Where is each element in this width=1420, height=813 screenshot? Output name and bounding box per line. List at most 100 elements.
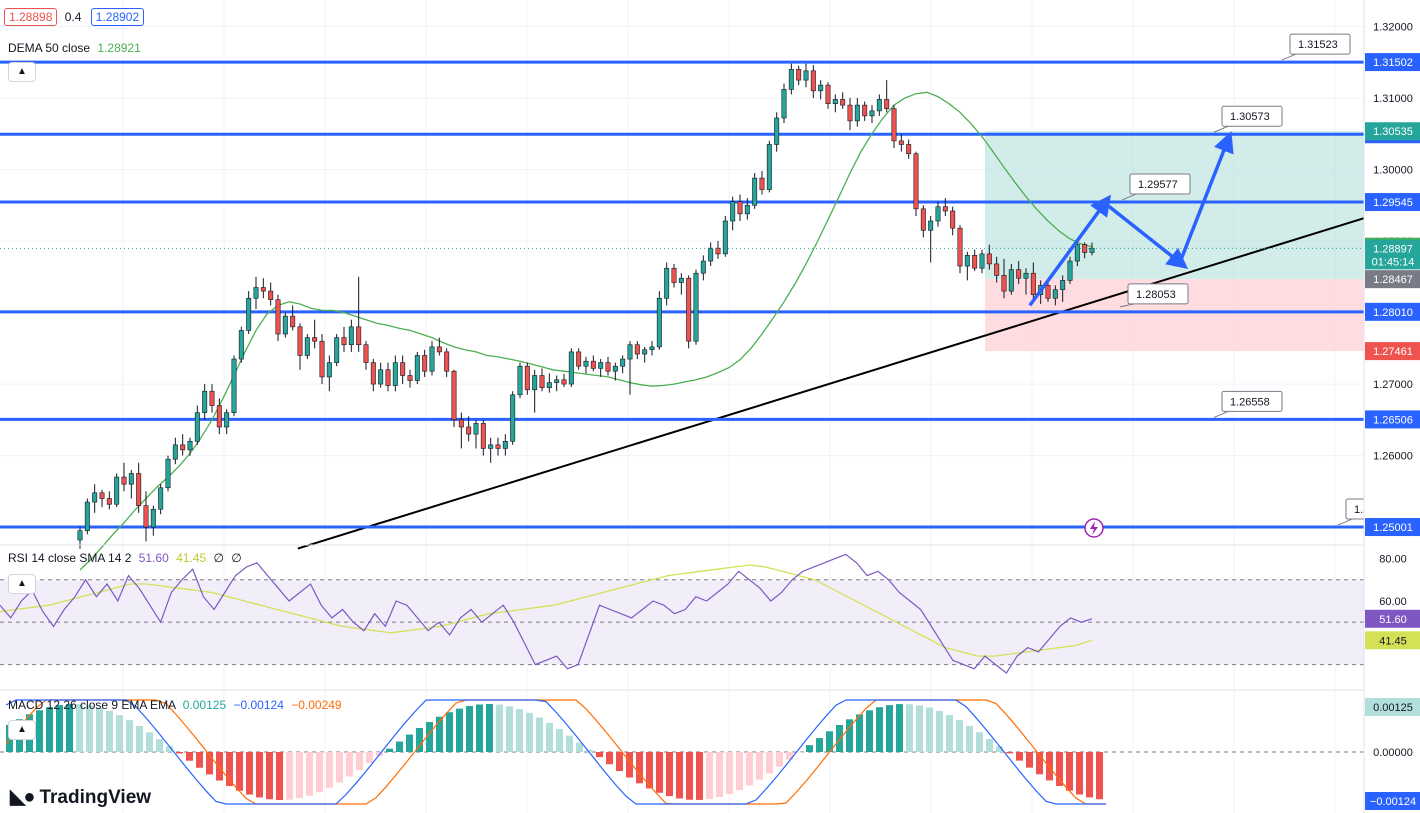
level-callout[interactable]: 1.31523: [1281, 33, 1351, 61]
callout-box: [1221, 105, 1283, 127]
candle: [341, 337, 347, 346]
candle: [414, 355, 420, 381]
level-axis-label: 1.26506: [1373, 414, 1413, 426]
brand-logo[interactable]: ◣● TradingView: [10, 784, 151, 809]
macd-histogram-bar: [1046, 752, 1053, 781]
macd-histogram-bar: [396, 741, 403, 752]
macd-histogram-bar: [466, 706, 473, 752]
macd-histogram-bar: [896, 704, 903, 752]
chevron-up-icon: ▲: [17, 578, 27, 589]
candle: [480, 423, 486, 449]
candle: [620, 358, 626, 367]
macd-histogram-bar: [146, 732, 153, 752]
rsi-extra-2: ∅: [231, 551, 242, 565]
macd-histogram-bar: [166, 746, 173, 752]
level-callout[interactable]: 1.30573: [1213, 105, 1283, 133]
candle: [722, 220, 728, 255]
candle: [400, 362, 406, 376]
trend-line: [297, 217, 1365, 550]
macd-histogram-bar: [1006, 752, 1013, 754]
candle: [979, 253, 985, 269]
macd-histogram-bar: [506, 706, 513, 752]
candle: [143, 505, 149, 528]
macd-histogram-bar: [496, 704, 503, 752]
macd-histogram-bar: [116, 715, 123, 752]
candle: [803, 70, 809, 81]
macd-hist-value: 0.00125: [182, 698, 227, 712]
candle: [664, 267, 670, 299]
callout-leader: [1213, 125, 1229, 133]
candle: [1016, 269, 1022, 279]
collapse-legend-button[interactable]: ▲: [8, 62, 36, 82]
macd-histogram-bar: [416, 728, 423, 752]
macd-histogram-bar: [436, 716, 443, 752]
candle: [1001, 275, 1007, 292]
candle: [744, 204, 750, 215]
macd-histogram-bar: [386, 748, 393, 752]
candle: [458, 419, 464, 428]
level-callout[interactable]: 1.26558: [1213, 390, 1283, 418]
quote-header: 1.28898 0.4 1.28902: [4, 8, 148, 26]
macd-histogram-bar: [576, 742, 583, 752]
candle: [891, 108, 897, 142]
candle: [788, 69, 794, 90]
rsi-tick-label: 80.00: [1379, 554, 1407, 566]
macd-histogram-bar: [606, 752, 613, 765]
candle: [818, 84, 824, 92]
macd-histogram-bar: [626, 752, 633, 778]
price-badge-label-bg: [1365, 342, 1420, 361]
macd-histogram-bar: [1036, 752, 1043, 775]
price-tick-label: 1.31000: [1373, 93, 1413, 105]
collapse-macd-button[interactable]: ▲: [8, 720, 36, 740]
bid-button[interactable]: 1.28898: [4, 8, 58, 26]
candle: [114, 476, 120, 505]
candle: [466, 426, 472, 435]
candle: [1023, 272, 1029, 279]
callout-label: 1.29577: [1138, 179, 1178, 191]
macd-histogram-bar: [86, 705, 93, 752]
macd-histogram-bar: [66, 704, 73, 752]
candle: [759, 177, 765, 190]
candle: [180, 444, 186, 451]
price-badge-label: 1.28897: [1373, 243, 1413, 255]
level-callout[interactable]: 1.28053: [1119, 283, 1189, 308]
candle: [1008, 269, 1014, 292]
candle: [473, 423, 479, 435]
candle: [605, 362, 611, 372]
rsi-legend: RSI 14 close SMA 14 2 51.60 41.45 ∅ ∅: [8, 551, 242, 565]
candle: [1067, 260, 1073, 281]
macd-histogram-bar: [36, 710, 43, 752]
macd-histogram-bar: [966, 725, 973, 752]
candle: [913, 153, 919, 210]
macd-histogram-bar: [766, 752, 773, 774]
macd-histogram-bar: [136, 725, 143, 752]
macd-histogram-bar: [296, 752, 303, 799]
collapse-rsi-button[interactable]: ▲: [8, 574, 36, 594]
macd-histogram-bar: [716, 752, 723, 798]
macd-histogram-bar: [446, 712, 453, 752]
candle: [92, 492, 98, 503]
level-callout[interactable]: 1.29577: [1121, 173, 1191, 201]
ask-button[interactable]: 1.28902: [90, 8, 145, 26]
price-tick-label: 1.27000: [1373, 379, 1413, 391]
candle: [378, 369, 384, 385]
macd-histogram-bar: [1056, 752, 1063, 786]
macd-histogram-bar: [126, 720, 133, 752]
macd-histogram-bar: [476, 704, 483, 752]
macd-legend: MACD 12 26 close 9 EMA EMA 0.00125 −0.00…: [8, 698, 342, 712]
candle: [128, 473, 134, 485]
macd-histogram-bar: [986, 739, 993, 752]
macd-histogram-bar: [696, 752, 703, 800]
candle: [209, 390, 215, 406]
countdown-label: 01:45:14: [1372, 256, 1415, 268]
macd-histogram-bar: [366, 752, 373, 764]
candle: [671, 267, 677, 283]
macd-histogram-bar: [1026, 752, 1033, 768]
macd-histogram-bar: [356, 752, 363, 771]
level-axis-label: 1.25001: [1373, 522, 1413, 534]
candle: [1074, 244, 1080, 262]
macd-histogram-bar: [306, 752, 313, 796]
candle: [246, 297, 252, 331]
candle: [202, 390, 208, 413]
